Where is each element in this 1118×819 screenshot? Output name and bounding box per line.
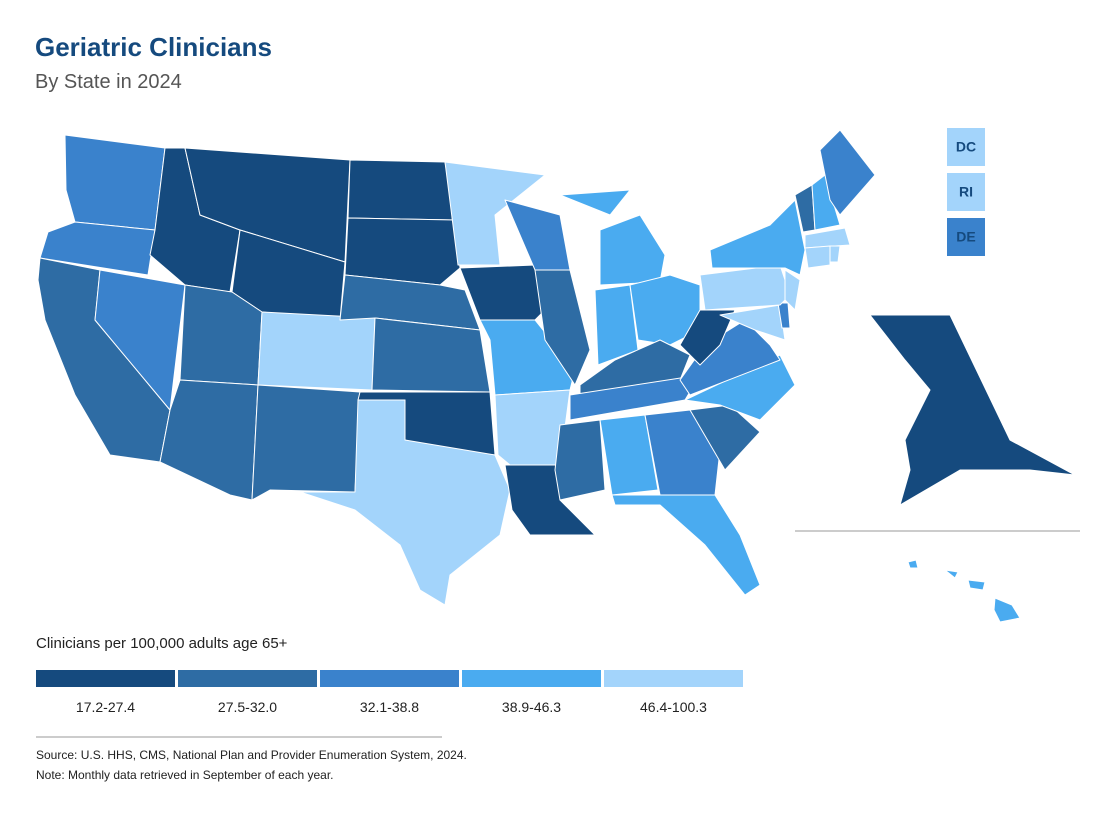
state-shape xyxy=(679,309,736,366)
legend-label: 46.4-100.3 xyxy=(640,699,707,715)
legend-swatch xyxy=(320,670,459,687)
state-shape xyxy=(811,174,841,231)
state-shape xyxy=(534,269,591,386)
state-shape xyxy=(784,269,801,311)
legend-swatch xyxy=(178,670,317,687)
legend-label: 38.9-46.3 xyxy=(502,699,561,715)
note: Note: Monthly data retrieved in Septembe… xyxy=(36,768,334,782)
legend-label: 17.2-27.4 xyxy=(76,699,135,715)
state-shape xyxy=(804,245,831,269)
legend-swatch xyxy=(36,670,175,687)
state-shape xyxy=(444,161,546,266)
source: Source: U.S. HHS, CMS, National Plan and… xyxy=(36,748,467,762)
state-shape xyxy=(344,217,461,286)
state-shape xyxy=(804,227,851,249)
legend-swatch xyxy=(604,670,743,687)
ri-box xyxy=(947,173,985,211)
state-shape xyxy=(347,159,456,221)
legend-label: 32.1-38.8 xyxy=(360,699,419,715)
state-shape xyxy=(829,245,841,263)
state-shape xyxy=(611,494,761,596)
state-shape xyxy=(257,311,376,391)
state-shape xyxy=(709,199,806,276)
state-shape xyxy=(39,221,156,276)
legend: 17.2-27.4 27.5-32.0 32.1-38.8 38.9-46.3 46.4… xyxy=(36,670,743,715)
state-shape xyxy=(371,317,491,393)
state-shape xyxy=(719,304,786,341)
state-shape xyxy=(689,404,761,471)
state-shape xyxy=(504,199,571,271)
us-map xyxy=(37,129,1076,623)
state-shape xyxy=(967,579,986,591)
state-shape xyxy=(251,384,361,501)
de-box xyxy=(947,218,985,256)
state-shape xyxy=(699,264,791,311)
subtitle: By State in 2024 xyxy=(35,71,182,93)
state-shape xyxy=(993,597,1021,623)
state-shape xyxy=(64,134,166,231)
state-shape xyxy=(599,214,666,286)
state-shape xyxy=(777,302,791,329)
de-label: DE xyxy=(956,229,975,245)
state-shape xyxy=(869,314,1076,506)
state-shape xyxy=(559,189,631,216)
legend-label: 27.5-32.0 xyxy=(218,699,277,715)
state-shape xyxy=(599,414,659,496)
state-shape xyxy=(159,379,259,501)
dc-label: DC xyxy=(956,139,976,155)
state-shape xyxy=(819,129,876,216)
state-shape xyxy=(554,419,606,501)
legend-title: Clinicians per 100,000 adults age 65+ xyxy=(36,635,288,652)
title: Geriatric Clinicians xyxy=(35,32,272,62)
state-shape xyxy=(644,409,721,496)
state-shape xyxy=(944,569,959,579)
state-shape xyxy=(299,399,511,606)
dc-box xyxy=(947,128,985,166)
state-shape xyxy=(907,559,919,569)
small-state-boxes: DC RI DE xyxy=(947,128,985,256)
legend-swatch xyxy=(462,670,601,687)
ri-label: RI xyxy=(959,184,973,200)
